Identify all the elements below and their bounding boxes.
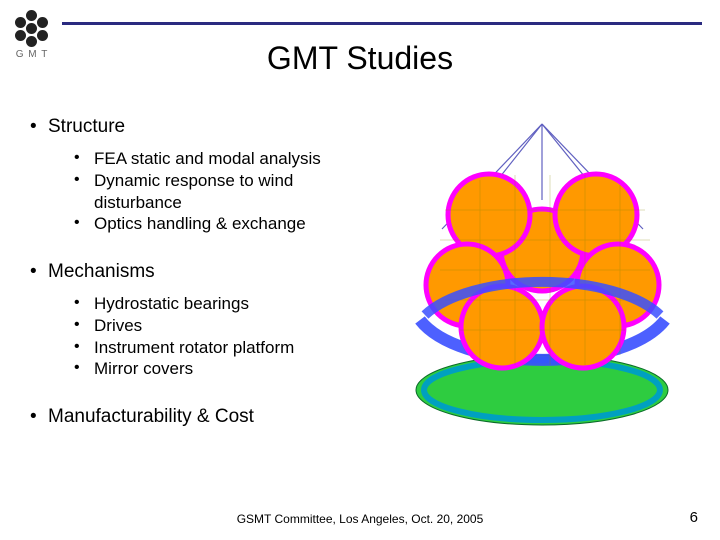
list-item: Mirror covers <box>74 358 380 380</box>
section-heading-manufacturability: Manufacturability & Cost <box>30 406 380 428</box>
list-item: Optics handling & exchange <box>74 213 380 235</box>
fea-mirror-segment <box>461 286 543 368</box>
slide-footer: GSMT Committee, Los Angeles, Oct. 20, 20… <box>0 512 720 526</box>
list-item: Hydrostatic bearings <box>74 293 380 315</box>
list-item: Dynamic response to wind disturbance <box>74 170 380 214</box>
fea-telescope-rendering <box>385 110 700 460</box>
list-item: Drives <box>74 315 380 337</box>
list-item: Instrument rotator platform <box>74 337 380 359</box>
fea-mirror-segment <box>542 286 624 368</box>
section-items-mechanisms: Hydrostatic bearings Drives Instrument r… <box>74 293 380 380</box>
section-heading-mechanisms: Mechanisms <box>30 261 380 283</box>
list-item: FEA static and modal analysis <box>74 148 380 170</box>
section-items-structure: FEA static and modal analysis Dynamic re… <box>74 148 380 235</box>
header-divider <box>62 22 702 25</box>
section-heading-structure: Structure <box>30 116 380 138</box>
bullet-content: Structure FEA static and modal analysis … <box>30 116 380 438</box>
slide-title: GMT Studies <box>0 40 720 77</box>
fea-mirror-segments <box>426 174 659 368</box>
page-number: 6 <box>690 509 698 526</box>
